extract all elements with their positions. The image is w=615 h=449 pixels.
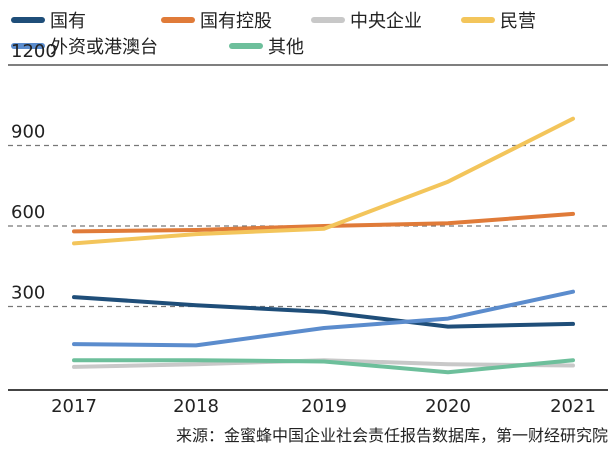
legend-label: 国有	[50, 11, 86, 32]
x-tick-label: 2021	[550, 396, 596, 417]
gridlines	[8, 64, 608, 391]
x-tick-label: 2020	[425, 396, 471, 417]
source-note: 来源：金蜜蜂中国企业社会责任报告数据库，第一财经研究院	[176, 426, 608, 445]
series-line-2	[72, 211, 575, 234]
legend-label: 外资或港澳台	[50, 37, 158, 58]
y-tick-label: 1200	[11, 41, 57, 62]
x-tick-label: 2018	[173, 396, 219, 417]
y-tick-label: 300	[11, 283, 45, 304]
series-line-4	[72, 116, 575, 246]
series-line-1	[72, 295, 575, 329]
x-axis: 2017 2018 2019 2020 2021	[51, 396, 596, 417]
legend-label: 民营	[500, 11, 536, 32]
legend-label: 中央企业	[350, 11, 422, 32]
y-axis: 300 600 900 1200	[11, 41, 57, 304]
series-line-6	[72, 358, 575, 375]
series-line-5	[72, 289, 575, 348]
series-lines	[72, 116, 575, 375]
x-tick-label: 2017	[51, 396, 97, 417]
y-tick-label: 900	[11, 122, 45, 143]
legend-label: 其他	[268, 37, 304, 58]
legend-label: 国有控股	[200, 11, 272, 32]
x-tick-label: 2019	[301, 396, 347, 417]
y-tick-label: 600	[11, 202, 45, 223]
